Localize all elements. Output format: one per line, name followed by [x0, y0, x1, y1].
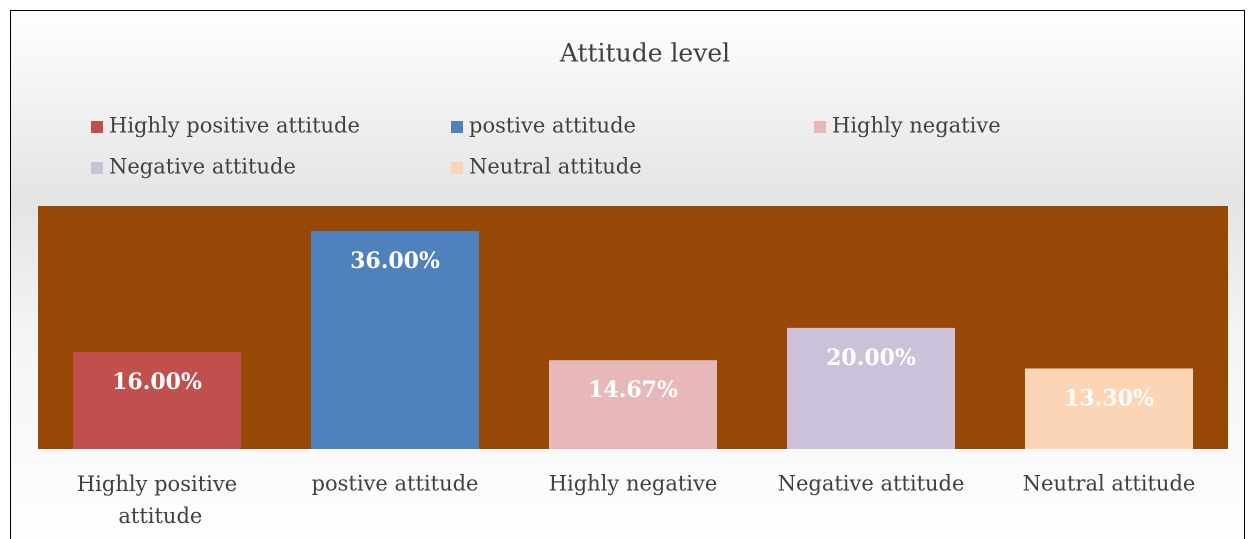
x-tick-label: postive attitude — [312, 472, 479, 496]
bar — [548, 360, 718, 449]
data-label: 14.67% — [588, 377, 678, 403]
legend-label: postive attitude — [469, 114, 636, 138]
data-label: 13.30% — [1064, 385, 1154, 411]
legend-label: Highly negative — [832, 114, 1001, 138]
bar — [310, 231, 480, 449]
x-tick-label: Highly negative — [549, 472, 718, 496]
data-label: 16.00% — [112, 369, 202, 395]
legend-swatch — [814, 121, 826, 133]
x-tick-label: Negative attitude — [778, 472, 965, 496]
legend-swatch — [451, 162, 463, 174]
legend-label: Neutral attitude — [469, 155, 642, 179]
bar — [786, 327, 956, 449]
data-label: 36.00% — [350, 248, 440, 274]
x-tick-label: Highly positive attitude — [77, 472, 237, 528]
data-label: 20.00% — [826, 345, 916, 371]
x-tick-label: Neutral attitude — [1023, 472, 1196, 496]
legend-swatch — [91, 162, 103, 174]
legend-label: Highly positive attitude — [109, 114, 360, 138]
chart-title: Attitude level — [559, 39, 730, 68]
bar — [1024, 368, 1194, 449]
bar — [72, 352, 242, 449]
legend-swatch — [91, 121, 103, 133]
legend-label: Negative attitude — [109, 155, 296, 179]
legend-swatch — [451, 121, 463, 133]
